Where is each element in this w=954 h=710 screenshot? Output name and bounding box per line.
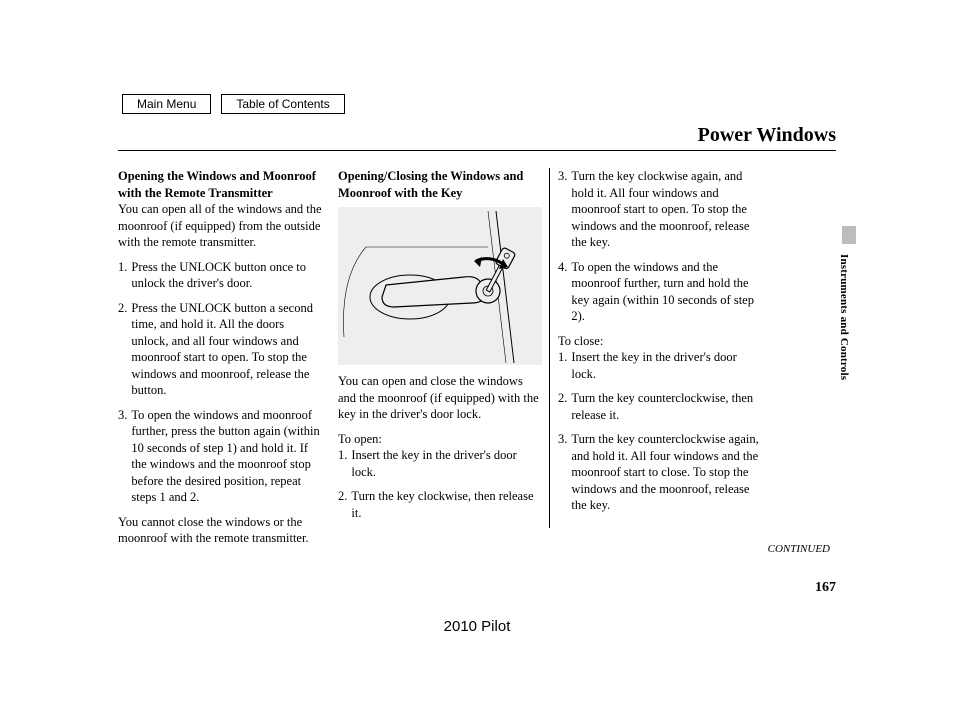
footer-model: 2010 Pilot xyxy=(0,618,954,635)
col1-heading: Opening the Windows and Moonroof with th… xyxy=(118,168,322,201)
section-tab: Instruments and Controls xyxy=(830,226,842,392)
col2-step1: Insert the key in the driver's door lock… xyxy=(351,447,542,480)
col1-step2-num: 2. xyxy=(118,300,131,399)
col2-step2: Turn the key clockwise, then release it. xyxy=(351,488,542,521)
table-of-contents-button[interactable]: Table of Contents xyxy=(221,94,344,114)
col3-c1-num: 1. xyxy=(558,349,571,382)
col1-step3: To open the windows and moonroof further… xyxy=(131,407,322,506)
col3-step3: Turn the key clockwise again, and hold i… xyxy=(571,168,762,251)
col3-step4: To open the windows and the moonroof fur… xyxy=(571,259,762,325)
col3-c2-num: 2. xyxy=(558,390,571,423)
column-2: Opening/Closing the Windows and Moonroof… xyxy=(338,168,542,529)
door-handle-key-illustration xyxy=(338,207,542,365)
col2-intro: You can open and close the windows and t… xyxy=(338,373,542,423)
col3-c1: Insert the key in the driver's door lock… xyxy=(571,349,762,382)
column-divider xyxy=(549,168,550,528)
col1-note: You cannot close the windows or the moon… xyxy=(118,514,322,547)
col2-to-open: To open: xyxy=(338,431,542,448)
col3-step4-num: 4. xyxy=(558,259,571,325)
continued-label: CONTINUED xyxy=(768,543,830,555)
col2-step1-num: 1. xyxy=(338,447,351,480)
column-3: 3. Turn the key clockwise again, and hol… xyxy=(558,168,762,522)
col3-c2: Turn the key counterclockwise, then rele… xyxy=(571,390,762,423)
section-tab-stripe xyxy=(842,226,856,244)
title-rule xyxy=(118,150,836,151)
col3-to-close: To close: xyxy=(558,333,762,350)
col2-step2-num: 2. xyxy=(338,488,351,521)
col1-intro: You can open all of the windows and the … xyxy=(118,201,322,251)
col1-step3-num: 3. xyxy=(118,407,131,506)
col2-heading: Opening/Closing the Windows and Moonroof… xyxy=(338,168,542,201)
col1-step2: Press the UNLOCK button a second time, a… xyxy=(131,300,322,399)
col1-step1-num: 1. xyxy=(118,259,131,292)
col1-step1: Press the UNLOCK button once to unlock t… xyxy=(131,259,322,292)
column-1: Opening the Windows and Moonroof with th… xyxy=(118,168,322,555)
col3-step3-num: 3. xyxy=(558,168,571,251)
section-tab-label: Instruments and Controls xyxy=(838,254,850,380)
page-title: Power Windows xyxy=(698,124,836,147)
page-number: 167 xyxy=(815,580,836,596)
col3-c3: Turn the key counterclockwise again, and… xyxy=(571,431,762,514)
main-menu-button[interactable]: Main Menu xyxy=(122,94,211,114)
col3-c3-num: 3. xyxy=(558,431,571,514)
